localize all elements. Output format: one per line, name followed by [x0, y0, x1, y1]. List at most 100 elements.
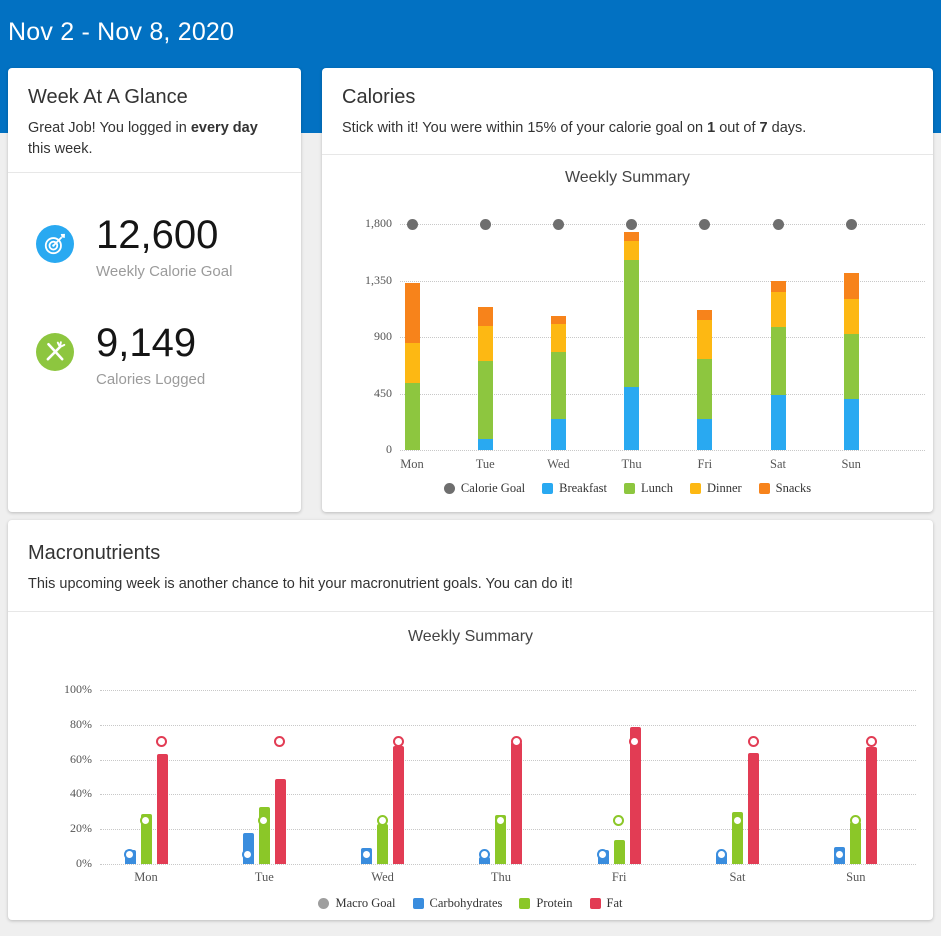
x-axis-label-thu: Thu — [490, 870, 511, 884]
bar-dinner-thu[interactable] — [624, 240, 640, 260]
macro-goal-ring-protein-mon[interactable] — [140, 814, 151, 826]
macronutrients-title: Macronutrients — [28, 542, 161, 564]
legend-item-fat[interactable]: Fat — [589, 896, 623, 911]
macro-goal-ring-fat-fri[interactable] — [629, 736, 641, 748]
bar-snacks-fri[interactable] — [697, 310, 713, 321]
calories-header: Calories Stick with it! You were within … — [322, 68, 933, 155]
macro-goal-ring-protein-sat[interactable] — [731, 814, 743, 826]
x-axis-label-mon: Mon — [400, 457, 424, 471]
bar-protein-wed[interactable] — [377, 823, 389, 864]
legend-item-breakfast[interactable]: Breakfast — [542, 481, 607, 496]
bar-dinner-mon[interactable] — [404, 342, 420, 384]
macro-goal-ring-carbohydrates-sun[interactable] — [833, 849, 845, 861]
macro-goal-ring-protein-wed[interactable] — [376, 814, 388, 826]
bar-fat-sat[interactable] — [748, 752, 759, 864]
macro-goal-ring-carbohydrates-thu[interactable] — [478, 849, 490, 861]
calorie-goal-dot-thu[interactable] — [626, 218, 638, 230]
bar-snacks-tue[interactable] — [477, 306, 493, 327]
bar-breakfast-sat[interactable] — [770, 395, 786, 450]
calorie-goal-dot-wed[interactable] — [552, 218, 564, 230]
x-axis-label-sat: Sat — [729, 870, 746, 884]
macro-goal-ring-protein-tue[interactable] — [258, 814, 270, 826]
week-at-a-glance-title: Week At A Glance — [28, 86, 188, 108]
macro-goal-ring-protein-thu[interactable] — [494, 814, 506, 826]
bar-fat-sun[interactable] — [866, 747, 878, 864]
legend-item-snacks[interactable]: Snacks — [758, 481, 811, 496]
x-axis-label-mon: Mon — [134, 870, 158, 884]
macro-goal-ring-protein-sun[interactable] — [849, 814, 861, 826]
calorie-goal-dot-mon[interactable] — [406, 218, 418, 230]
bar-dinner-sun[interactable] — [843, 299, 859, 334]
macro-goal-ring-fat-mon[interactable] — [156, 736, 167, 748]
bar-fat-tue[interactable] — [274, 778, 286, 864]
bar-snacks-wed[interactable] — [550, 315, 566, 325]
bar-breakfast-wed[interactable] — [550, 418, 566, 450]
y-axis-tick-80-: 80% — [70, 716, 92, 731]
bar-lunch-tue[interactable] — [477, 361, 493, 439]
x-axis-label-sun: Sun — [846, 870, 866, 884]
calorie-goal-dot-sun[interactable] — [845, 218, 857, 230]
bar-dinner-sat[interactable] — [770, 292, 786, 327]
bar-lunch-fri[interactable] — [697, 358, 713, 419]
bar-lunch-mon[interactable] — [404, 383, 420, 450]
bar-breakfast-sun[interactable] — [843, 399, 859, 450]
macro-goal-ring-carbohydrates-wed[interactable] — [360, 849, 372, 861]
calorie-goal-dot-sat[interactable] — [772, 218, 784, 230]
bar-fat-wed[interactable] — [393, 745, 405, 864]
legend-item-macro-goal[interactable]: Macro Goal — [318, 896, 396, 911]
legend-item-protein[interactable]: Protein — [519, 896, 573, 911]
legend-item-calorie-goal[interactable]: Calorie Goal — [443, 481, 525, 496]
bar-protein-sat[interactable] — [732, 811, 743, 864]
bar-protein-sun[interactable] — [850, 822, 862, 864]
legend-item-lunch[interactable]: Lunch — [624, 481, 673, 496]
macro-goal-ring-fat-sat[interactable] — [747, 736, 759, 748]
macro-goal-ring-fat-sun[interactable] — [865, 736, 877, 748]
bar-lunch-sun[interactable] — [843, 333, 859, 400]
bar-snacks-thu[interactable] — [624, 231, 640, 241]
calorie-goal-dot-fri[interactable] — [699, 218, 711, 230]
bar-protein-fri[interactable] — [613, 839, 625, 864]
bar-protein-tue[interactable] — [258, 806, 270, 864]
legend-square-swatch-fat — [589, 898, 601, 909]
bar-protein-thu[interactable] — [495, 815, 507, 864]
bar-snacks-mon[interactable] — [404, 283, 420, 343]
bar-carbohydrates-tue[interactable] — [242, 832, 254, 864]
bar-lunch-sat[interactable] — [770, 326, 786, 396]
week-at-a-glance-subtitle: Great Job! You logged in every day this … — [28, 120, 258, 158]
legend-item-carbohydrates[interactable]: Carbohydrates — [412, 896, 502, 911]
macro-goal-ring-fat-tue[interactable] — [274, 736, 286, 748]
macro-goal-ring-carbohydrates-fri[interactable] — [597, 849, 609, 861]
bar-snacks-sun[interactable] — [843, 273, 859, 300]
macro-goal-ring-carbohydrates-tue[interactable] — [242, 849, 254, 861]
gridline-0 — [400, 450, 925, 451]
x-axis-label-tue: Tue — [254, 870, 274, 884]
calories-card: Calories Stick with it! You were within … — [322, 68, 933, 512]
bar-fat-thu[interactable] — [511, 742, 523, 864]
bar-carbohydrates-thu[interactable] — [479, 857, 491, 864]
bar-dinner-fri[interactable] — [697, 320, 713, 359]
bar-breakfast-thu[interactable] — [624, 387, 640, 450]
legend-item-dinner[interactable]: Dinner — [689, 481, 742, 496]
bar-fat-mon[interactable] — [156, 754, 168, 864]
legend-circle-swatch-calorie-goal — [443, 483, 455, 494]
bar-fat-fri[interactable] — [629, 726, 641, 864]
bar-breakfast-fri[interactable] — [697, 418, 713, 450]
macro-goal-ring-fat-thu[interactable] — [510, 736, 522, 748]
bar-dinner-wed[interactable] — [550, 324, 566, 353]
gridline-450 — [400, 393, 925, 395]
y-axis-tick-20-: 20% — [70, 821, 92, 836]
bar-snacks-sat[interactable] — [770, 281, 786, 293]
legend-label-dinner: Dinner — [706, 481, 742, 495]
gridline-900 — [400, 337, 925, 338]
macro-goal-ring-protein-fri[interactable] — [613, 814, 625, 826]
bar-dinner-tue[interactable] — [477, 326, 493, 362]
macro-goal-ring-carbohydrates-mon[interactable] — [124, 849, 135, 861]
bar-lunch-thu[interactable] — [624, 259, 640, 388]
bar-protein-mon[interactable] — [140, 813, 152, 864]
bar-lunch-wed[interactable] — [550, 352, 566, 419]
macro-goal-ring-carbohydrates-sat[interactable] — [715, 849, 727, 861]
bar-breakfast-tue[interactable] — [477, 438, 493, 450]
macro-goal-ring-fat-wed[interactable] — [392, 736, 404, 748]
calorie-goal-dot-tue[interactable] — [479, 218, 491, 230]
calories-subtitle: Stick with it! You were within 15% of yo… — [342, 120, 807, 136]
